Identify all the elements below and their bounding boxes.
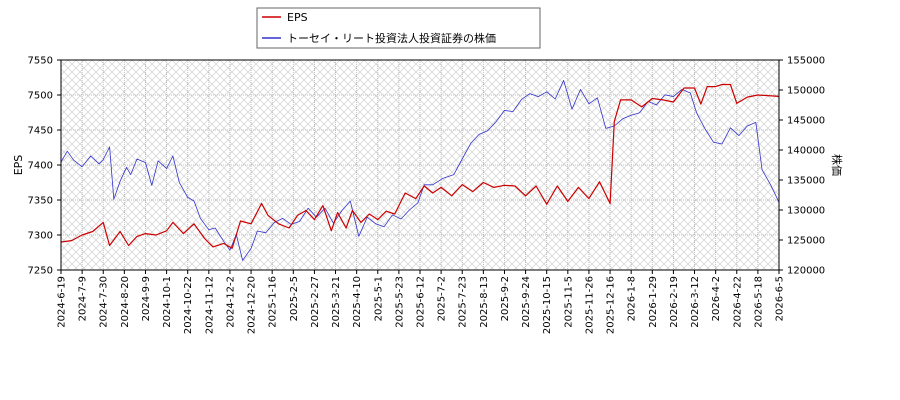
eps-line xyxy=(61,83,779,249)
x-tick-label: 2026-6-5 xyxy=(775,276,786,321)
y-left-ticks: 7250 7300 7350 7400 7450 7500 7550 xyxy=(28,56,61,277)
y-left-tick-label: 7450 xyxy=(28,126,53,137)
series-layer xyxy=(61,80,779,261)
x-tick-label: 2024-8-20 xyxy=(120,276,131,328)
x-tick-label: 2026-1-29 xyxy=(648,276,659,328)
x-tick-label: 2024-10-1 xyxy=(162,276,173,328)
x-tick-label: 2025-7-2 xyxy=(437,276,448,321)
y-left-tick-label: 7250 xyxy=(28,266,53,277)
y-right-tick-label: 120000 xyxy=(787,266,825,277)
x-tick-label: 2026-1-8 xyxy=(627,276,638,321)
y-right-ticks: 120000 125000 130000 135000 140000 145000 1500… xyxy=(779,56,825,277)
x-tick-label: 2024-9-9 xyxy=(141,276,152,321)
y-right-tick-label: 150000 xyxy=(787,86,825,97)
x-tick-label: 2025-12-16 xyxy=(606,276,617,334)
x-tick-label: 2025-9-2 xyxy=(500,276,511,321)
legend: EPS トーセイ・リート投資法人投資証券の株価 xyxy=(256,7,541,49)
x-tick-label: 2025-8-13 xyxy=(479,276,490,328)
x-tick-label: 2025-2-27 xyxy=(310,276,321,328)
legend-price-label: トーセイ・リート投資法人投資証券の株価 xyxy=(287,31,496,45)
x-tick-label: 2024-10-22 xyxy=(183,276,194,334)
stock-price-line xyxy=(61,80,779,261)
x-tick-label: 2026-3-12 xyxy=(690,276,701,328)
x-tick-label: 2025-2-5 xyxy=(289,276,300,321)
x-tick-label: 2025-5-1 xyxy=(373,276,384,321)
x-tick-label: 2025-10-15 xyxy=(542,276,553,334)
y-right-tick-label: 140000 xyxy=(787,146,825,157)
x-tick-label: 2026-5-18 xyxy=(753,276,764,328)
x-tick-label: 2025-11-26 xyxy=(584,276,595,334)
x-tick-label: 2024-7-9 xyxy=(78,276,89,321)
x-tick-label: 2026-2-19 xyxy=(669,276,680,328)
y-left-tick-label: 7350 xyxy=(28,196,53,207)
y-right-tick-label: 135000 xyxy=(787,176,825,187)
y-right-tick-label: 125000 xyxy=(787,236,825,247)
x-tick-label: 2025-11-5 xyxy=(563,276,574,328)
x-tick-label: 2025-1-16 xyxy=(268,276,279,328)
legend-box xyxy=(256,7,541,49)
x-tick-label: 2024-12-2 xyxy=(225,276,236,328)
x-tick-label: 2025-7-23 xyxy=(458,276,469,328)
x-tick-label: 2024-11-12 xyxy=(204,276,215,334)
x-tick-label: 2024-12-20 xyxy=(247,276,258,334)
y-right-tick-label: 155000 xyxy=(787,56,825,67)
y-left-tick-label: 7500 xyxy=(28,91,53,102)
x-tick-label: 2026-4-2 xyxy=(711,276,722,321)
y-right-tick-label: 145000 xyxy=(787,116,825,127)
x-tick-label: 2025-4-10 xyxy=(352,276,363,328)
x-ticks: 2024-6-19 2024-7-9 2024-7-30 2024-8-20 2024-… xyxy=(57,270,786,334)
legend-eps-label: EPS xyxy=(287,11,308,24)
x-tick-label: 2025-3-21 xyxy=(331,276,342,328)
y-right-tick-label: 130000 xyxy=(787,206,825,217)
x-tick-label: 2025-5-23 xyxy=(394,276,405,328)
x-tick-label: 2026-4-22 xyxy=(732,276,743,328)
x-tick-label: 2024-7-30 xyxy=(99,276,110,328)
y-left-axis-label: EPS xyxy=(12,155,25,176)
y-left-tick-label: 7550 xyxy=(28,56,53,67)
x-tick-label: 2025-6-12 xyxy=(416,276,427,328)
gridlines xyxy=(60,59,780,271)
y-left-tick-label: 7400 xyxy=(28,161,53,172)
y-right-axis-label: 株価 xyxy=(830,154,844,176)
x-tick-label: 2024-6-19 xyxy=(57,276,68,328)
y-left-tick-label: 7300 xyxy=(28,231,53,242)
x-tick-label: 2025-9-24 xyxy=(521,276,532,328)
